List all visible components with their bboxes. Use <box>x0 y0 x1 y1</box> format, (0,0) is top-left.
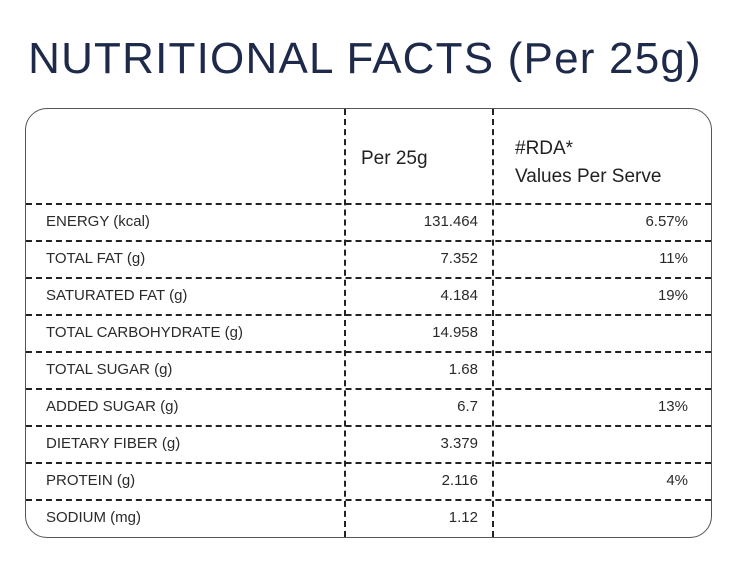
row-divider <box>26 388 711 390</box>
row-divider <box>26 351 711 353</box>
nutrition-table: Per 25g #RDA* Values Per Serve ENERGY (k… <box>25 108 712 538</box>
row-label: TOTAL SUGAR (g) <box>46 361 173 378</box>
row-divider <box>26 314 711 316</box>
row-rda <box>496 351 688 388</box>
row-divider <box>26 240 711 242</box>
table-row: TOTAL FAT (g) 7.352 11% <box>26 240 711 277</box>
row-label: TOTAL FAT (g) <box>46 250 146 267</box>
table-row: DIETARY FIBER (g) 3.379 <box>26 425 711 462</box>
table-row: ADDED SUGAR (g) 6.7 13% <box>26 388 711 425</box>
row-value: 3.379 <box>440 435 478 452</box>
row-divider <box>26 499 711 501</box>
table-header: Per 25g #RDA* Values Per Serve <box>26 109 711 203</box>
row-value: 1.68 <box>448 361 478 378</box>
row-divider <box>26 425 711 427</box>
row-divider <box>26 277 711 279</box>
header-per-25g: Per 25g <box>361 148 428 169</box>
row-value: 4.184 <box>440 287 478 304</box>
table-row: SODIUM (mg) 1.12 <box>26 499 711 536</box>
row-divider <box>26 462 711 464</box>
column-divider <box>344 109 346 537</box>
header-rda: #RDA* <box>515 138 574 159</box>
table-row: TOTAL CARBOHYDRATE (g) 14.958 <box>26 314 711 351</box>
row-label: SATURATED FAT (g) <box>46 287 188 304</box>
table-row: PROTEIN (g) 2.116 4% <box>26 462 711 499</box>
table-row: SATURATED FAT (g) 4.184 19% <box>26 277 711 314</box>
row-rda: 11% <box>659 250 688 267</box>
column-divider <box>492 109 494 537</box>
row-label: DIETARY FIBER (g) <box>46 435 181 452</box>
row-rda: 19% <box>657 287 688 304</box>
row-value: 1.12 <box>448 509 478 526</box>
row-rda <box>496 425 688 462</box>
row-label: TOTAL CARBOHYDRATE (g) <box>46 324 243 341</box>
table-row: TOTAL SUGAR (g) 1.68 <box>26 351 711 388</box>
row-label: PROTEIN (g) <box>46 472 136 489</box>
header-values-per-serve: Values Per Serve <box>515 166 662 187</box>
row-value: 131.464 <box>423 213 478 230</box>
row-label: ENERGY (kcal) <box>46 213 150 230</box>
row-value: 2.116 <box>441 472 478 489</box>
row-value: 6.7 <box>457 398 478 415</box>
row-rda: 6.57% <box>645 213 688 230</box>
row-value: 14.958 <box>432 324 478 341</box>
row-label: ADDED SUGAR (g) <box>46 398 179 415</box>
row-rda <box>496 499 688 536</box>
row-rda <box>496 314 688 351</box>
row-divider <box>26 203 711 205</box>
page-title: NUTRITIONAL FACTS (Per 25g) <box>28 34 702 83</box>
row-rda: 13% <box>657 398 688 415</box>
table-row: ENERGY (kcal) 131.464 6.57% <box>26 203 711 240</box>
row-value: 7.352 <box>440 250 478 267</box>
row-rda: 4% <box>666 472 688 489</box>
row-label: SODIUM (mg) <box>46 509 141 526</box>
